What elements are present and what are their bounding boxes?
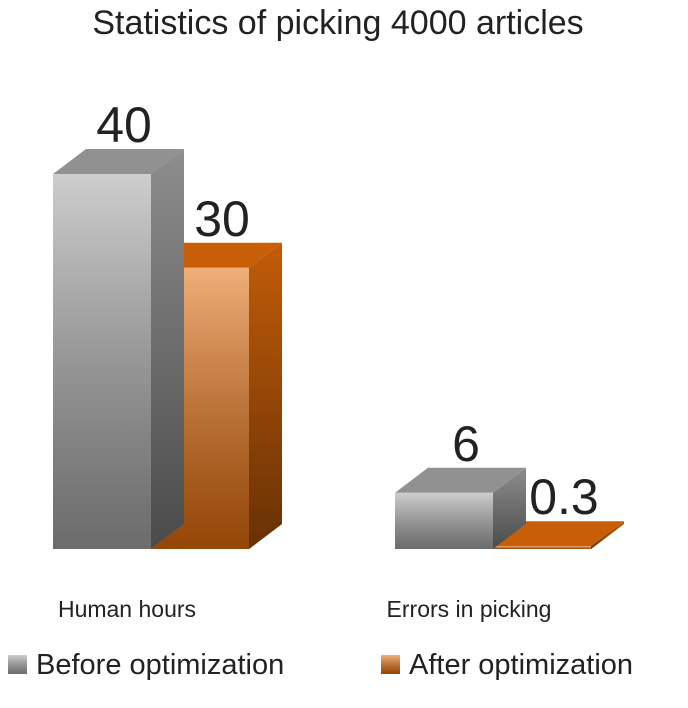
legend-label: Before optimization <box>36 649 284 681</box>
bar-side-shade <box>151 149 184 549</box>
x-tick-label: Human hours <box>58 596 196 622</box>
data-label: 6 <box>452 416 480 472</box>
x-tick-label: Errors in picking <box>387 596 552 622</box>
bar-top <box>53 149 184 174</box>
bar-side-shade <box>249 242 282 549</box>
data-label: 40 <box>96 97 152 153</box>
bar-side-shade <box>591 521 624 549</box>
bar-top <box>395 467 526 493</box>
chart-title: Statistics of picking 4000 articles <box>92 4 583 42</box>
bar-shade <box>493 546 591 549</box>
legend-swatch-shade <box>8 655 27 674</box>
data-label: 30 <box>194 191 250 247</box>
bar-top-shade <box>53 149 184 174</box>
bar-top-shade <box>493 521 624 547</box>
legend-swatch-shade <box>381 655 400 674</box>
bar-shade <box>53 174 151 549</box>
bar-top-shade <box>395 467 526 493</box>
bar-side-shade <box>493 467 526 549</box>
data-label: 0.3 <box>529 469 599 525</box>
bar-top <box>493 521 624 547</box>
bar-shade <box>395 492 493 549</box>
legend-label: After optimization <box>409 649 633 681</box>
